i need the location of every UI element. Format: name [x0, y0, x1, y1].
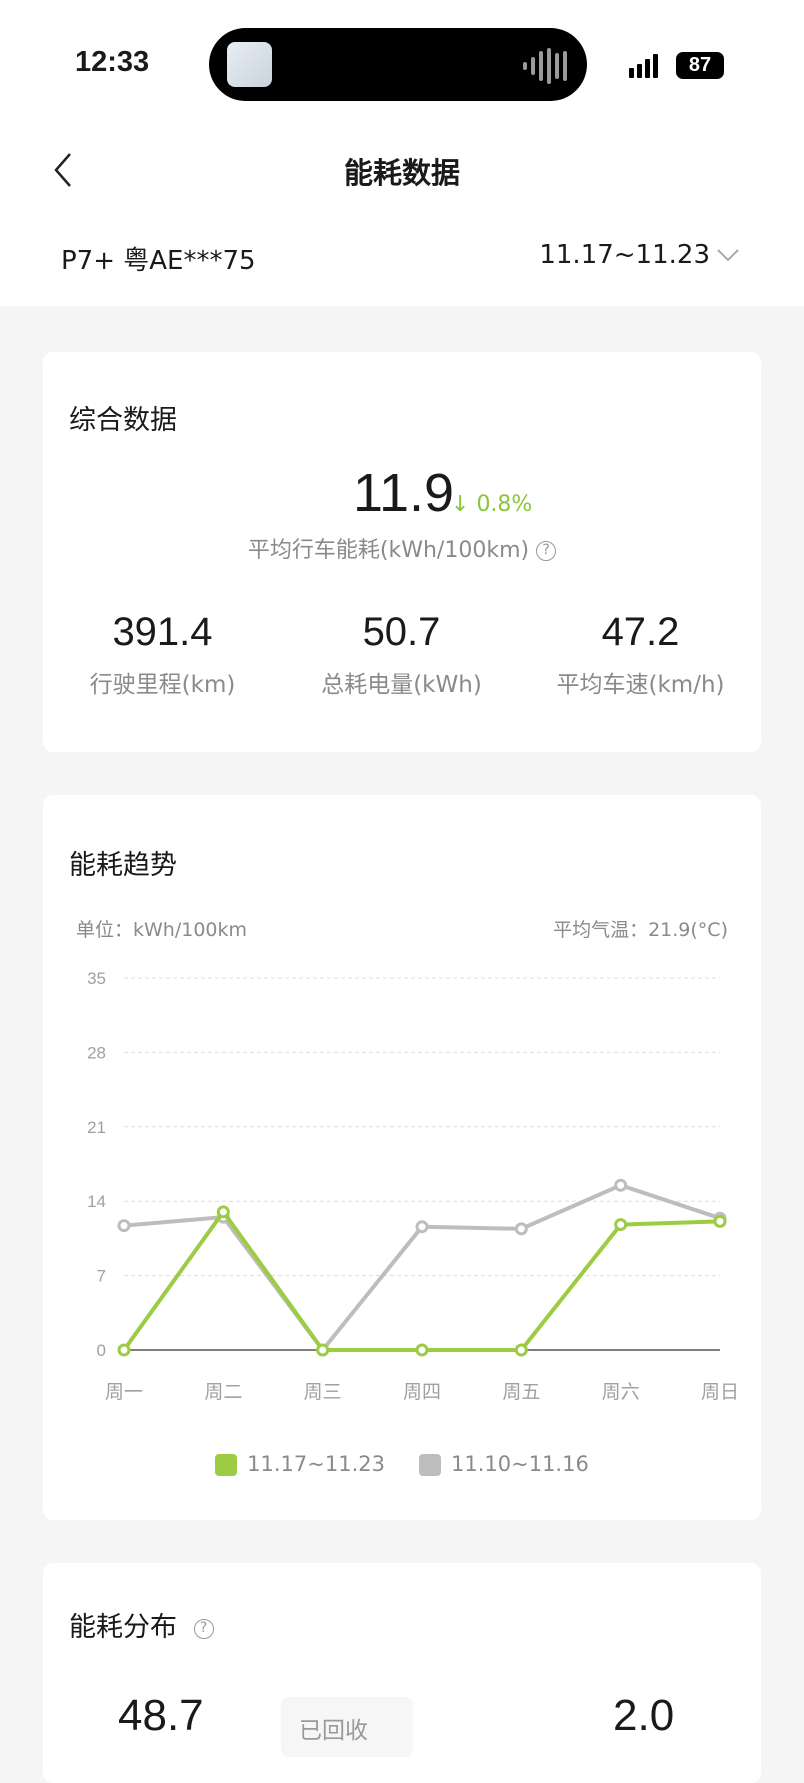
data-point — [415, 1220, 429, 1234]
change-badge: ↓ 0.8% — [451, 492, 532, 517]
legend-swatch — [419, 1454, 441, 1476]
data-point — [614, 1218, 628, 1232]
distribution-right-value: 2.0 — [613, 1691, 675, 1740]
unit-label: 单位：kWh/100km — [76, 919, 248, 941]
audio-wave-icon — [523, 48, 567, 84]
trend-card: 能耗趋势 单位：kWh/100km 平均气温：21.9(°C) — [43, 795, 761, 1520]
page-title: 能耗数据 — [343, 156, 460, 190]
stat-energy: 50.7 总耗电量(kWh) — [321, 610, 482, 698]
data-point — [316, 1343, 330, 1357]
legend-swatch — [215, 1454, 238, 1476]
data-point — [117, 1343, 131, 1357]
dynamic-island[interactable] — [209, 28, 587, 101]
recovered-tooltip: 已回收 — [281, 1697, 413, 1757]
distribution-title: 能耗分布 ? — [69, 1605, 214, 1644]
y-tick-label: 35 — [87, 969, 106, 988]
data-point — [415, 1343, 429, 1357]
trend-title: 能耗趋势 — [69, 850, 177, 881]
data-point — [614, 1178, 628, 1192]
chart-legend: 11.17~11.23 11.10~11.16 — [0, 1452, 804, 1476]
x-tick-label: 周三 — [304, 1381, 342, 1403]
status-time: 12:33 — [75, 46, 150, 78]
x-tick-label: 周二 — [204, 1381, 242, 1403]
summary-title: 综合数据 — [69, 405, 177, 436]
avg-consumption-label: 平均行车能耗(kWh/100km) ? — [43, 532, 761, 564]
legend-item-previous[interactable]: 11.10~11.16 — [419, 1452, 589, 1476]
summary-card: 综合数据 11.9 ↓ 0.8% 平均行车能耗(kWh/100km) ? 391… — [43, 352, 761, 752]
chevron-down-icon — [717, 249, 739, 262]
date-range-label: 11.17~11.23 — [539, 240, 710, 270]
y-tick-label: 14 — [87, 1192, 106, 1211]
vehicle-name: P7+ 粤AE***75 — [61, 246, 256, 276]
chevron-left-icon — [54, 153, 71, 187]
y-tick-label: 21 — [87, 1118, 106, 1137]
distribution-left-value: 48.7 — [118, 1691, 204, 1740]
y-tick-label: 28 — [87, 1043, 106, 1062]
x-tick-label: 周六 — [602, 1381, 640, 1403]
distribution-card: 能耗分布 ? 48.7 已回收 2.0 — [43, 1563, 761, 1783]
data-point — [713, 1214, 727, 1228]
x-tick-label: 周五 — [502, 1381, 540, 1403]
help-icon[interactable]: ? — [536, 541, 557, 561]
data-point — [117, 1219, 131, 1233]
help-icon[interactable]: ? — [193, 1618, 214, 1639]
back-button[interactable] — [50, 150, 80, 190]
data-point — [514, 1222, 528, 1236]
avg-consumption-value: 11.9 — [353, 463, 455, 523]
date-range-selector[interactable]: 11.17~11.23 — [539, 240, 740, 270]
x-tick-label: 周四 — [403, 1381, 441, 1403]
battery-icon: 87 — [676, 52, 724, 79]
signal-icon — [629, 54, 658, 78]
trend-chart: 0 7 14 21 28 35 周一 周二 周三 周四 周五 周六 周日 — [87, 969, 739, 1403]
stat-distance: 391.4 行驶里程(km) — [89, 610, 236, 698]
series-line — [123, 1183, 721, 1352]
arrow-down-icon: ↓ — [451, 492, 470, 517]
x-tick-label: 周一 — [105, 1381, 143, 1403]
data-point — [216, 1205, 230, 1219]
media-thumbnail — [227, 42, 272, 87]
data-point — [514, 1343, 528, 1357]
change-value: 0.8% — [476, 492, 533, 517]
legend-item-current[interactable]: 11.17~11.23 — [215, 1452, 385, 1476]
y-tick-label: 0 — [97, 1341, 106, 1360]
temperature-label: 平均气温：21.9(°C) — [553, 919, 728, 941]
stat-speed: 47.2 平均车速(km/h) — [556, 610, 725, 698]
y-tick-label: 7 — [97, 1267, 106, 1286]
x-tick-label: 周日 — [701, 1381, 739, 1403]
